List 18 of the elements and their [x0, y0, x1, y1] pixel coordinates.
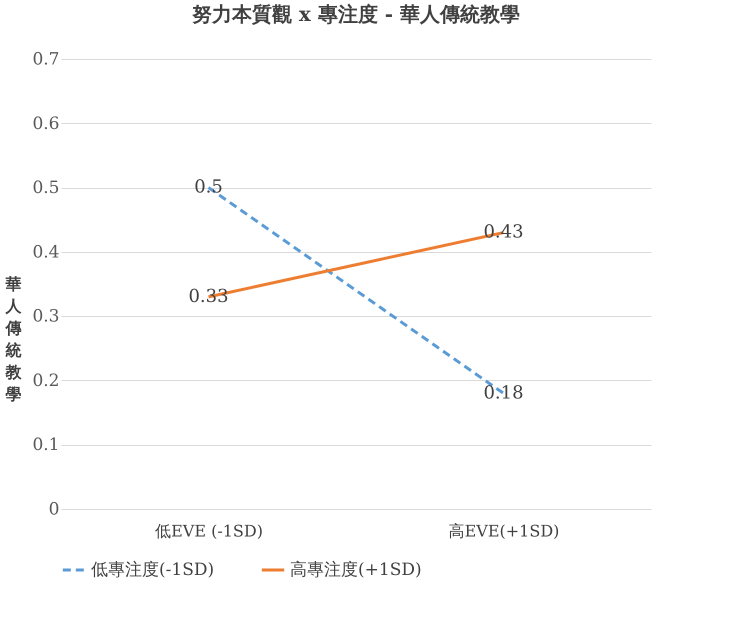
legend-label: 低專注度(-1SD)	[91, 560, 214, 580]
y-tick-label: 0.3	[32, 306, 60, 327]
data-label: 0.18	[483, 382, 524, 404]
y-tick-label: 0.2	[32, 370, 60, 391]
x-tick-label: 低EVE (-1SD)	[155, 522, 263, 540]
chart-title: 努力本質觀 x 專注度 - 華人傳統教學	[192, 2, 520, 26]
data-label: 0.43	[483, 222, 524, 243]
y-tick-label: 0.7	[32, 50, 60, 70]
data-label: 0.33	[188, 286, 229, 307]
y-tick-label: 0.4	[32, 242, 60, 262]
legend-label: 高專注度(+1SD)	[290, 560, 422, 580]
y-tick-label: 0.6	[32, 114, 60, 134]
data-label: 0.5	[194, 176, 223, 198]
y-tick-label: 0.5	[32, 178, 60, 198]
y-tick-label: 0	[48, 500, 60, 520]
x-tick-label: 高EVE(+1SD)	[448, 522, 560, 540]
y-tick-label: 0.1	[32, 435, 60, 456]
y-axis-title: 華人傳統教學	[4, 274, 22, 404]
